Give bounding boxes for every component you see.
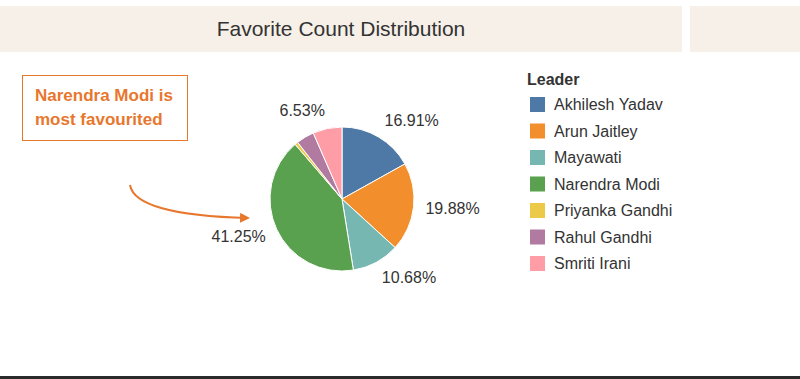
legend: Leader Akhilesh Yadav Arun Jaitley Mayawati… (527, 71, 672, 272)
legend-swatch (530, 177, 545, 192)
bottom-rule (0, 376, 800, 379)
annotation-arrow (130, 185, 248, 218)
data-label: 6.53% (280, 102, 325, 119)
legend-label: Mayawati (554, 149, 622, 166)
legend-swatch (530, 124, 545, 139)
pie (270, 127, 414, 271)
data-label: 19.88% (425, 200, 479, 217)
header-bar: Favorite Count Distribution (0, 6, 682, 52)
chart-svg: 16.91% 19.88% 10.68% 41.25% 6.53% Leader Akhil… (0, 0, 800, 379)
data-label: 41.25% (212, 228, 266, 245)
annotation: Narendra Modi is most favourited (22, 75, 188, 141)
legend-swatch (530, 256, 545, 271)
pie-slice (313, 127, 342, 199)
chart-title: Favorite Count Distribution (0, 6, 682, 52)
legend-swatch (530, 97, 545, 112)
legend-swatch (530, 203, 545, 218)
header-bar-2 (690, 6, 800, 52)
data-label: 16.91% (385, 112, 439, 129)
legend-label: Smriti Irani (554, 255, 630, 272)
legend-label: Narendra Modi (554, 176, 660, 193)
data-label: 10.68% (382, 269, 436, 286)
legend-swatch (530, 230, 545, 245)
legend-label: Priyanka Gandhi (554, 202, 672, 219)
legend-label: Akhilesh Yadav (554, 96, 663, 113)
legend-swatch (530, 150, 545, 165)
legend-label: Arun Jaitley (554, 123, 638, 140)
legend-label: Rahul Gandhi (554, 229, 652, 246)
data-labels: 16.91% 19.88% 10.68% 41.25% 6.53% (212, 102, 480, 286)
legend-title: Leader (527, 71, 579, 88)
